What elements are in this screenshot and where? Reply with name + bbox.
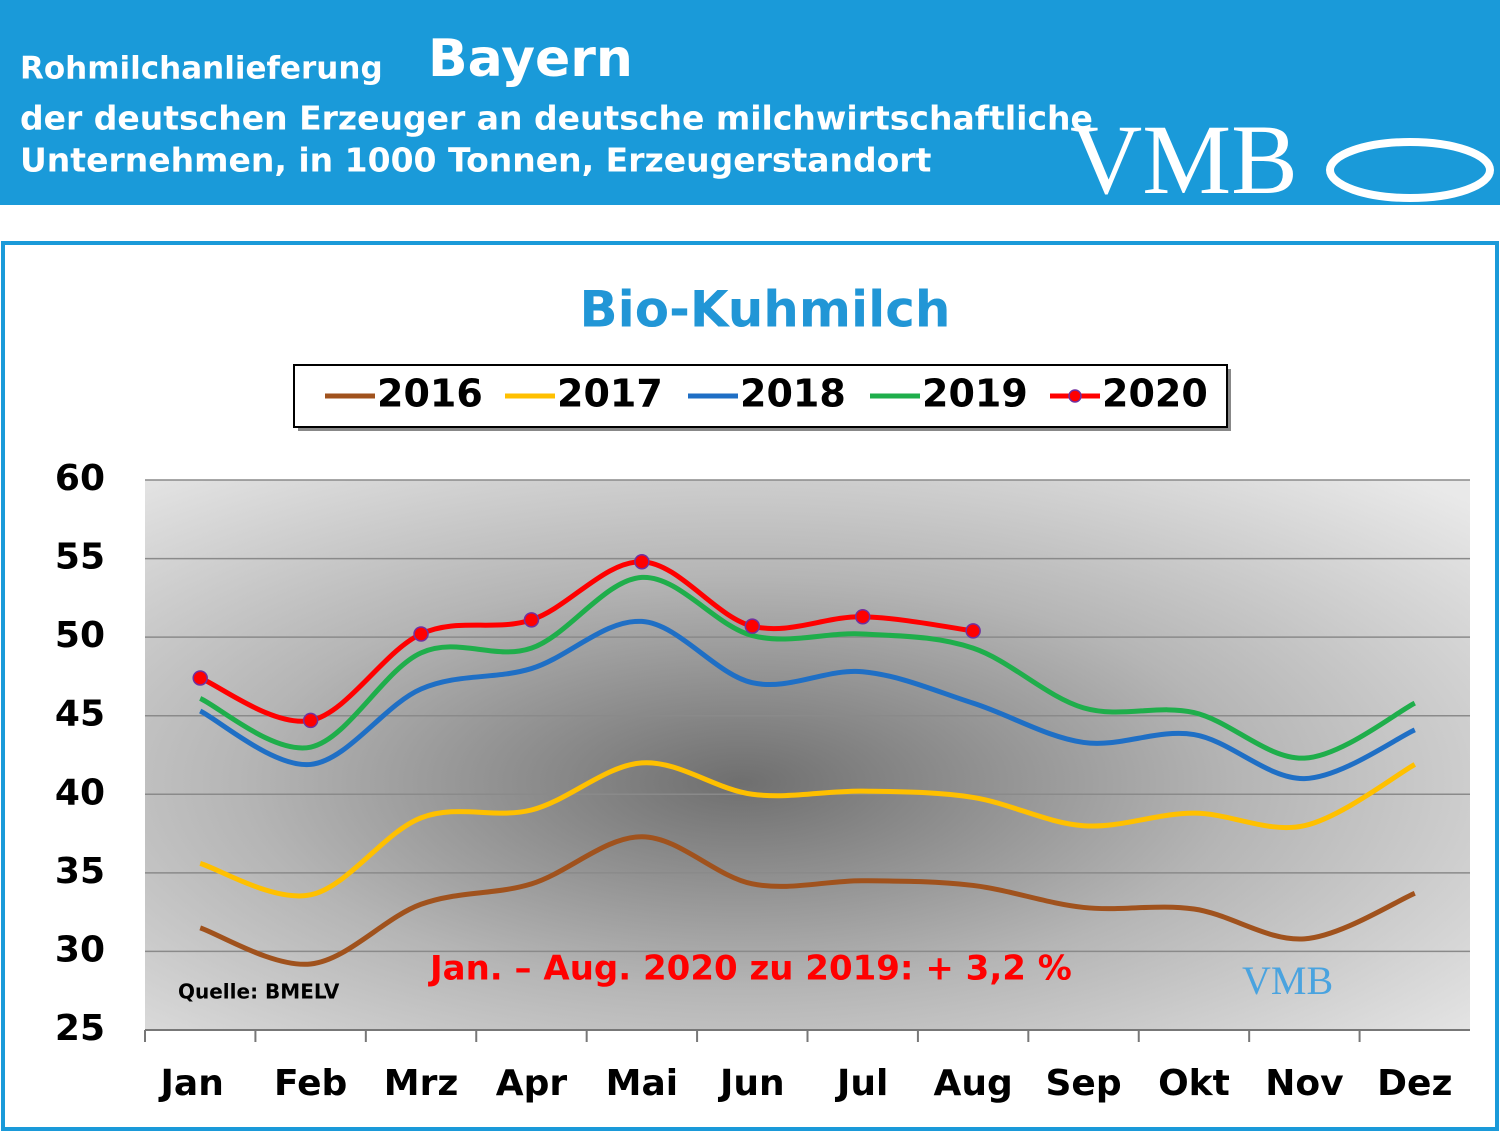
x-tick-label: Mrz: [384, 1063, 459, 1104]
legend-label: 2019: [922, 372, 1028, 416]
series-line: [199, 760, 1417, 899]
x-tick-label: Jun: [717, 1063, 785, 1104]
series-line: [199, 618, 1416, 782]
source: Quelle: BMELV: [178, 980, 340, 1004]
y-tick-label: 60: [55, 458, 105, 499]
series-line: [199, 559, 974, 724]
point: [744, 618, 761, 634]
header-subtitle: der deutschen Erzeuger an deutsche milch…: [20, 99, 1093, 138]
x-tick-label: Mai: [606, 1063, 678, 1104]
x-tick-label: Jul: [834, 1063, 888, 1104]
point: [965, 623, 981, 639]
header-prefix: Rohmilchanlieferung: [20, 51, 383, 87]
y-tick-label: 30: [55, 929, 105, 970]
point: [523, 612, 540, 628]
header-subtitle: Unternehmen, in 1000 Tonnen, Erzeugersta…: [20, 141, 932, 180]
series-line: [199, 574, 1416, 761]
header-band: [0, 0, 1500, 205]
point: [302, 712, 319, 729]
y-tick-label: 35: [55, 851, 105, 892]
x-tick-label: Aug: [933, 1063, 1012, 1104]
legend-label: 2016: [377, 372, 483, 416]
x-tick-label: Dez: [1377, 1063, 1452, 1104]
y-tick-label: 40: [55, 772, 105, 813]
point: [854, 608, 871, 625]
logo-swirl: [1326, 138, 1494, 202]
y-tick-label: 55: [55, 537, 105, 578]
legend-label: 2017: [557, 372, 663, 416]
y-tick-label: 45: [55, 694, 105, 735]
x-tick-label: Feb: [274, 1063, 347, 1104]
x-tick-label: Nov: [1265, 1063, 1343, 1104]
point: [413, 626, 429, 642]
legend-marker: [1068, 389, 1082, 403]
legend-label: 2020: [1102, 372, 1208, 416]
header-title: Bayern: [428, 29, 633, 89]
plot-area: [145, 480, 1470, 1030]
series-line: [199, 834, 1416, 967]
logo: VMB: [1070, 104, 1298, 215]
x-tick-label: Okt: [1158, 1063, 1230, 1104]
x-tick-label: Jan: [158, 1063, 224, 1104]
annotation: Jan. – Aug. 2020 zu 2019: + 3,2 %: [428, 949, 1072, 989]
point: [192, 670, 208, 686]
chart-title: Bio-Kuhmilch: [579, 281, 950, 339]
watermark: VMB: [1242, 958, 1333, 1003]
x-tick-label: Apr: [496, 1063, 568, 1104]
legend-label: 2018: [740, 372, 846, 416]
x-tick-label: Sep: [1045, 1063, 1121, 1104]
y-tick-label: 25: [55, 1008, 105, 1049]
y-tick-label: 50: [55, 615, 105, 656]
point: [634, 553, 650, 570]
